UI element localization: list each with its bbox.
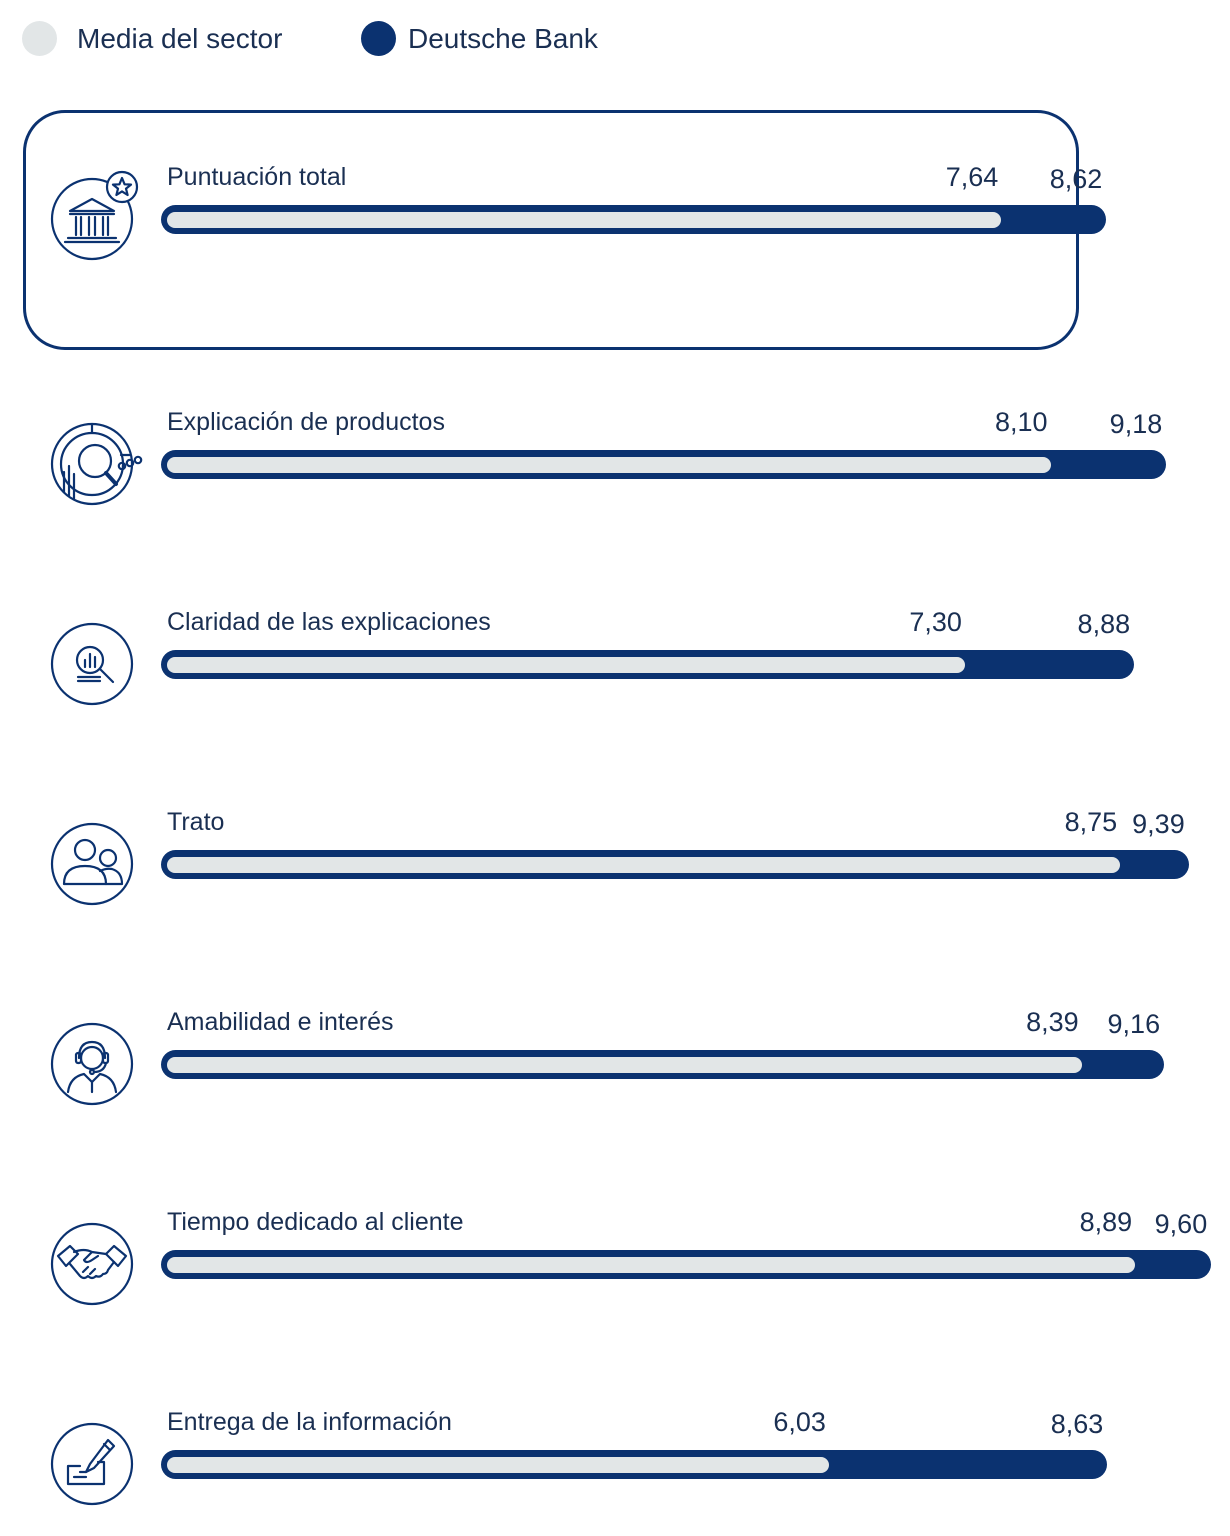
data-label-deutsche-bank: 9,16 — [1107, 1009, 1161, 1039]
data-label-media-del-sector: 8,75 — [1064, 807, 1118, 837]
headset-agent-icon — [50, 1022, 136, 1108]
bar-media-del-sector — [167, 1257, 1136, 1273]
legend-swatch-sector — [22, 21, 57, 56]
bank-star-icon — [50, 170, 139, 261]
category-label: Tiempo dedicado al cliente — [167, 1208, 464, 1236]
data-label-deutsche-bank: 9,18 — [1109, 409, 1163, 439]
data-label-media-del-sector: 8,89 — [1079, 1207, 1133, 1237]
bar-media-del-sector — [167, 212, 1002, 228]
legend-swatch-deutsche-bank — [361, 21, 396, 56]
legend-label-sector: Media del sector — [77, 23, 283, 54]
category-label: Trato — [167, 808, 225, 836]
handshake-icon — [50, 1222, 136, 1308]
chart-row: Tiempo dedicado al cliente 8,89 9,60 — [0, 1207, 1230, 1332]
legend-label-deutsche-bank: Deutsche Bank — [408, 23, 598, 54]
data-label-deutsche-bank: 8,88 — [1077, 609, 1131, 639]
category-label: Amabilidad e interés — [167, 1008, 394, 1036]
data-label-media-del-sector: 8,39 — [1026, 1007, 1079, 1037]
bar-media-del-sector — [167, 1057, 1082, 1073]
category-label: Claridad de las explicaciones — [167, 608, 491, 636]
chart-row: Claridad de las explicaciones 7,30 8,88 — [0, 607, 1230, 732]
chart-row: Explicación de productos 8,10 9,18 — [0, 407, 1230, 532]
data-label-media-del-sector: 6,03 — [773, 1407, 826, 1437]
category-label: Puntuación total — [167, 163, 347, 191]
data-label-deutsche-bank: 9,39 — [1132, 809, 1185, 839]
data-label-deutsche-bank: 8,63 — [1050, 1409, 1104, 1439]
magnifier-chart-icon — [50, 422, 143, 508]
people-icon — [50, 822, 136, 908]
bar-media-del-sector — [167, 857, 1121, 873]
chart-row: Entrega de la información 6,03 8,63 — [0, 1407, 1230, 1532]
chart-row: Amabilidad e interés 8,39 9,16 — [0, 1007, 1230, 1132]
bar-media-del-sector — [167, 657, 965, 673]
data-label-deutsche-bank: 9,60 — [1154, 1209, 1208, 1239]
data-label-media-del-sector: 7,64 — [945, 162, 999, 192]
magnifier-bars-icon — [50, 622, 136, 708]
chart-row: Trato 8,75 9,39 — [0, 807, 1230, 932]
data-label-deutsche-bank: 8,62 — [1049, 164, 1103, 194]
category-label: Entrega de la información — [167, 1408, 452, 1436]
bar-media-del-sector — [167, 1457, 829, 1473]
category-label: Explicación de productos — [167, 408, 445, 436]
chart-row: Puntuación total 7,64 8,62 — [0, 162, 1230, 287]
data-label-media-del-sector: 7,30 — [909, 607, 962, 637]
data-label-media-del-sector: 8,10 — [995, 407, 1048, 437]
bar-media-del-sector — [167, 457, 1051, 473]
pen-document-icon — [50, 1422, 136, 1508]
